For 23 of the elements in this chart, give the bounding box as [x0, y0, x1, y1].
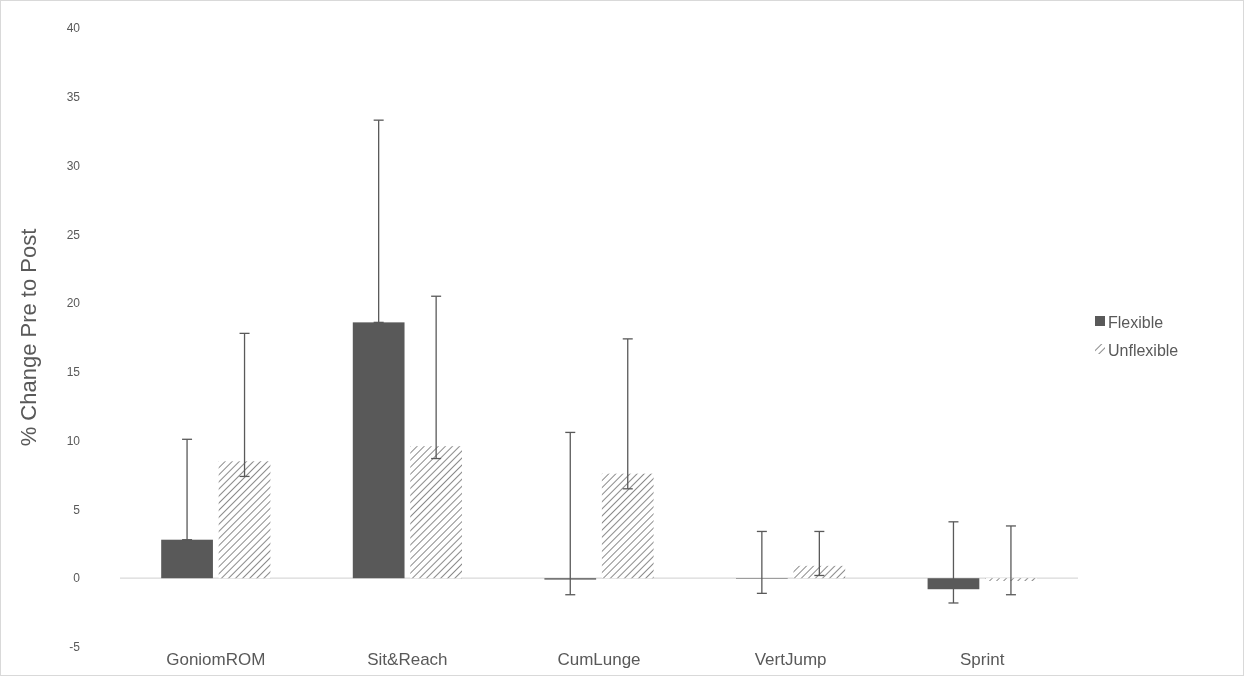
- y-tick-label: 25: [66, 227, 81, 242]
- x-tick-label: Sit&Reach: [367, 650, 448, 669]
- y-tick-label: 20: [66, 296, 81, 311]
- y-tick-label: 30: [66, 158, 81, 173]
- bar: [601, 473, 654, 579]
- x-tick-label: CumLunge: [557, 650, 641, 669]
- x-tick-label: Sprint: [959, 650, 1005, 669]
- y-tick-label: 35: [66, 89, 81, 104]
- legend-label: Flexible: [1108, 313, 1164, 331]
- y-tick-label: 5: [73, 502, 81, 517]
- bar: [793, 565, 846, 579]
- bar: [410, 446, 463, 579]
- y-tick-label: 15: [66, 365, 81, 380]
- x-tick-label: GoniomROM: [166, 650, 266, 669]
- x-tick-label: VertJump: [754, 650, 827, 669]
- y-tick-label: 40: [66, 21, 81, 36]
- legend-label: Unflexible: [1108, 341, 1179, 359]
- bar: [985, 578, 1037, 581]
- y-tick-label: 10: [66, 433, 81, 448]
- y-tick-label: -5: [69, 640, 81, 655]
- y-tick-label: 0: [73, 571, 81, 586]
- bar: [218, 461, 271, 579]
- y-axis-title: % Change Pre to Post: [16, 228, 41, 447]
